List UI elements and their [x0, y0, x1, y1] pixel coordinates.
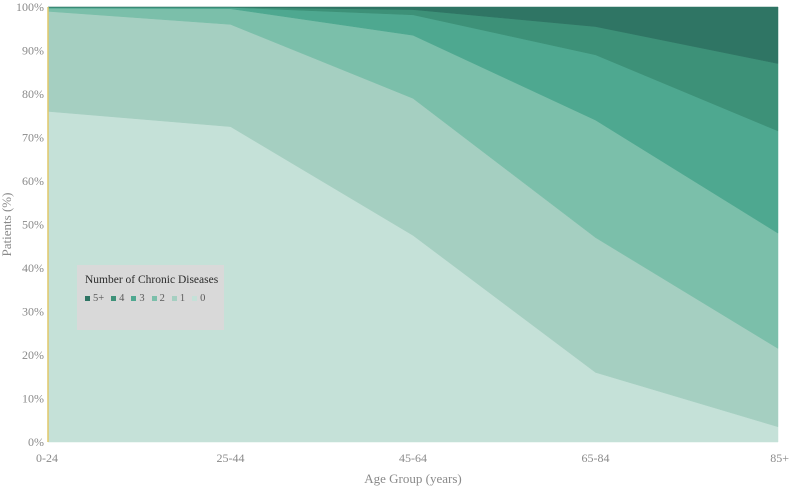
y-tick-label: 10% — [22, 392, 44, 406]
legend-swatch — [171, 296, 177, 301]
legend-swatch — [131, 296, 137, 301]
area-series-5plus — [47, 6, 779, 64]
legend-item-4: 4 — [111, 293, 124, 304]
legend-title: Number of Chronic Diseases — [85, 274, 219, 286]
legend-item-2: 2 — [151, 293, 165, 304]
x-tick-label: 0-24 — [36, 451, 58, 465]
legend-label: 2 — [159, 293, 165, 304]
x-tick-labels: 0-24 25-44 45-64 65-84 85+ — [36, 451, 789, 465]
y-tick-label: 90% — [22, 44, 44, 58]
x-axis-title: Age Group (years) — [364, 471, 461, 486]
legend-swatch — [111, 296, 117, 301]
y-tick-label: 80% — [22, 87, 44, 101]
y-tick-label: 40% — [22, 261, 44, 275]
legend-swatch — [85, 296, 90, 301]
legend-swatch — [151, 296, 157, 301]
x-tick-label: 25-44 — [217, 451, 245, 465]
legend-label: 4 — [119, 293, 125, 304]
area-layers — [47, 6, 779, 443]
y-tick-label: 70% — [22, 131, 44, 145]
legend-items: 5+ 4 3 2 1 0 — [85, 293, 205, 304]
legend: Number of Chronic Diseases 5+ 4 3 2 1 0 — [77, 265, 224, 330]
legend-label: 1 — [179, 293, 186, 304]
y-tick-labels: 0% 10% 20% 30% 40% 50% 60% 70% 80% 90% 100% — [16, 0, 44, 449]
legend-label: 3 — [139, 293, 145, 304]
legend-item-5plus: 5+ — [85, 293, 104, 304]
y-tick-label: 60% — [22, 174, 44, 188]
legend-item-3: 3 — [131, 293, 145, 304]
y-axis-title: Patients (%) — [0, 193, 14, 257]
x-tick-label: 85+ — [770, 451, 789, 465]
y-tick-label: 0% — [28, 435, 44, 449]
legend-item-1: 1 — [171, 293, 186, 304]
y-tick-label: 20% — [22, 348, 44, 362]
y-tick-label: 100% — [16, 0, 44, 14]
legend-label: 0 — [200, 293, 206, 304]
legend-swatch — [192, 296, 198, 301]
y-tick-label: 30% — [22, 305, 44, 319]
x-tick-label: 65-84 — [582, 451, 610, 465]
x-tick-label: 45-64 — [399, 451, 427, 465]
legend-item-0: 0 — [192, 293, 205, 304]
legend-label: 5+ — [93, 293, 105, 304]
y-tick-label: 50% — [22, 218, 44, 232]
